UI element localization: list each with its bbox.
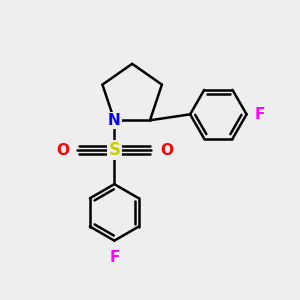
Text: F: F	[109, 250, 119, 265]
Text: N: N	[108, 113, 121, 128]
Text: O: O	[56, 142, 69, 158]
Text: O: O	[160, 142, 173, 158]
Text: F: F	[255, 107, 265, 122]
Text: S: S	[108, 141, 120, 159]
